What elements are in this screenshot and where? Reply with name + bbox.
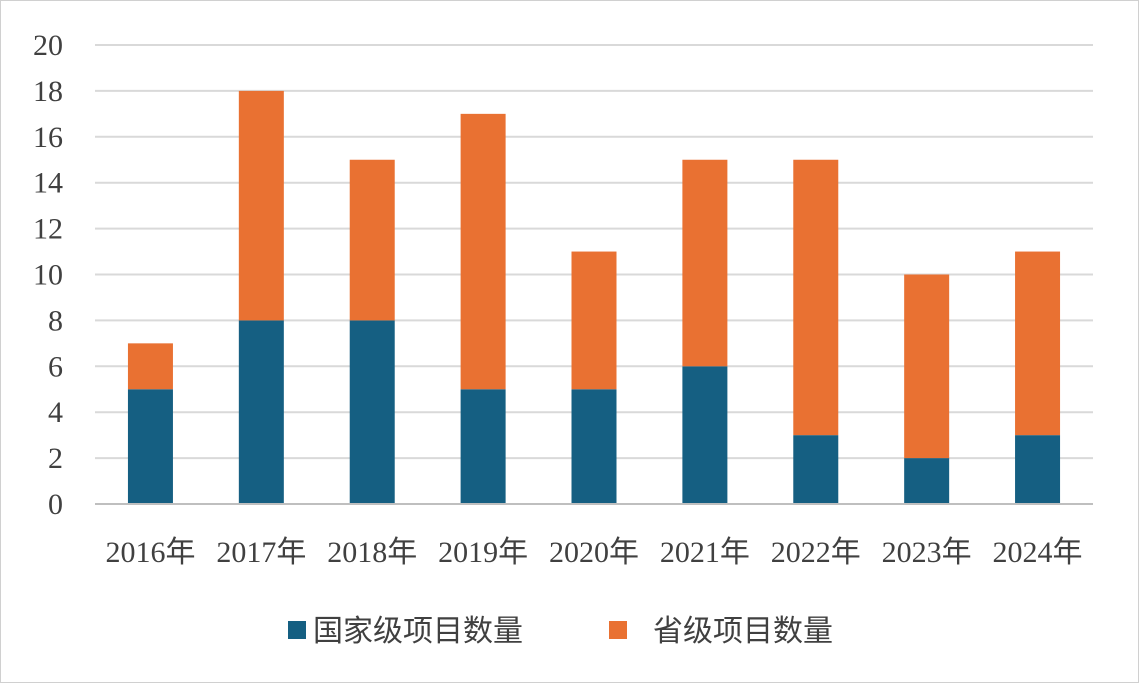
bar-national-5 (682, 366, 728, 504)
x-tick-label-0: 2016年 (105, 536, 195, 569)
legend-label-national: 国家级项目数量 (313, 615, 523, 648)
bar-provincial-1 (238, 90, 284, 321)
bars (127, 90, 1061, 504)
bar-provincial-3 (460, 113, 506, 390)
bar-national-8 (1015, 435, 1061, 504)
y-tick-label-8: 8 (48, 304, 63, 337)
x-tick-label-4: 2020年 (549, 536, 639, 569)
x-tick-label-2: 2018年 (327, 536, 417, 569)
y-tick-label-16: 16 (33, 121, 63, 154)
x-tick-label-6: 2022年 (771, 536, 861, 569)
bar-provincial-7 (904, 274, 950, 459)
bar-national-2 (349, 320, 395, 504)
y-tick-label-0: 0 (48, 488, 63, 521)
legend-swatch-national (288, 621, 306, 639)
bar-national-1 (238, 320, 284, 504)
y-tick-label-14: 14 (33, 167, 63, 200)
legend-label-provincial: 省级项目数量 (653, 615, 833, 648)
bar-provincial-8 (1015, 251, 1061, 436)
y-tick-label-18: 18 (33, 75, 63, 108)
x-tick-label-7: 2023年 (882, 536, 972, 569)
bar-provincial-2 (349, 159, 395, 321)
y-tick-label-6: 6 (48, 350, 63, 383)
bar-provincial-0 (127, 343, 173, 390)
bar-national-4 (571, 389, 617, 504)
x-tick-label-5: 2021年 (660, 536, 750, 569)
x-axis: 2016年 2017年 2018年 2019年 2020年 2021年 2022年 2023年… (95, 503, 1093, 569)
y-axis-ticks: 0 2 4 6 8 10 12 14 16 18 20 (33, 29, 63, 521)
x-tick-label-8: 2024年 (993, 536, 1083, 569)
bar-national-3 (460, 389, 506, 504)
bar-national-0 (127, 389, 173, 504)
bar-national-6 (793, 435, 839, 504)
y-tick-label-12: 12 (33, 213, 63, 246)
bar-provincial-5 (682, 159, 728, 367)
y-tick-label-20: 20 (33, 29, 63, 62)
bar-provincial-6 (793, 159, 839, 436)
y-tick-label-2: 2 (48, 442, 63, 475)
x-tick-label-1: 2017年 (216, 536, 306, 569)
bar-provincial-4 (571, 251, 617, 390)
x-tick-label-3: 2019年 (438, 536, 528, 569)
legend-swatch-provincial (609, 621, 627, 639)
legend: 国家级项目数量 省级项目数量 (288, 615, 833, 648)
bar-national-7 (904, 458, 950, 504)
y-tick-label-4: 4 (48, 396, 63, 429)
y-tick-label-10: 10 (33, 259, 63, 292)
